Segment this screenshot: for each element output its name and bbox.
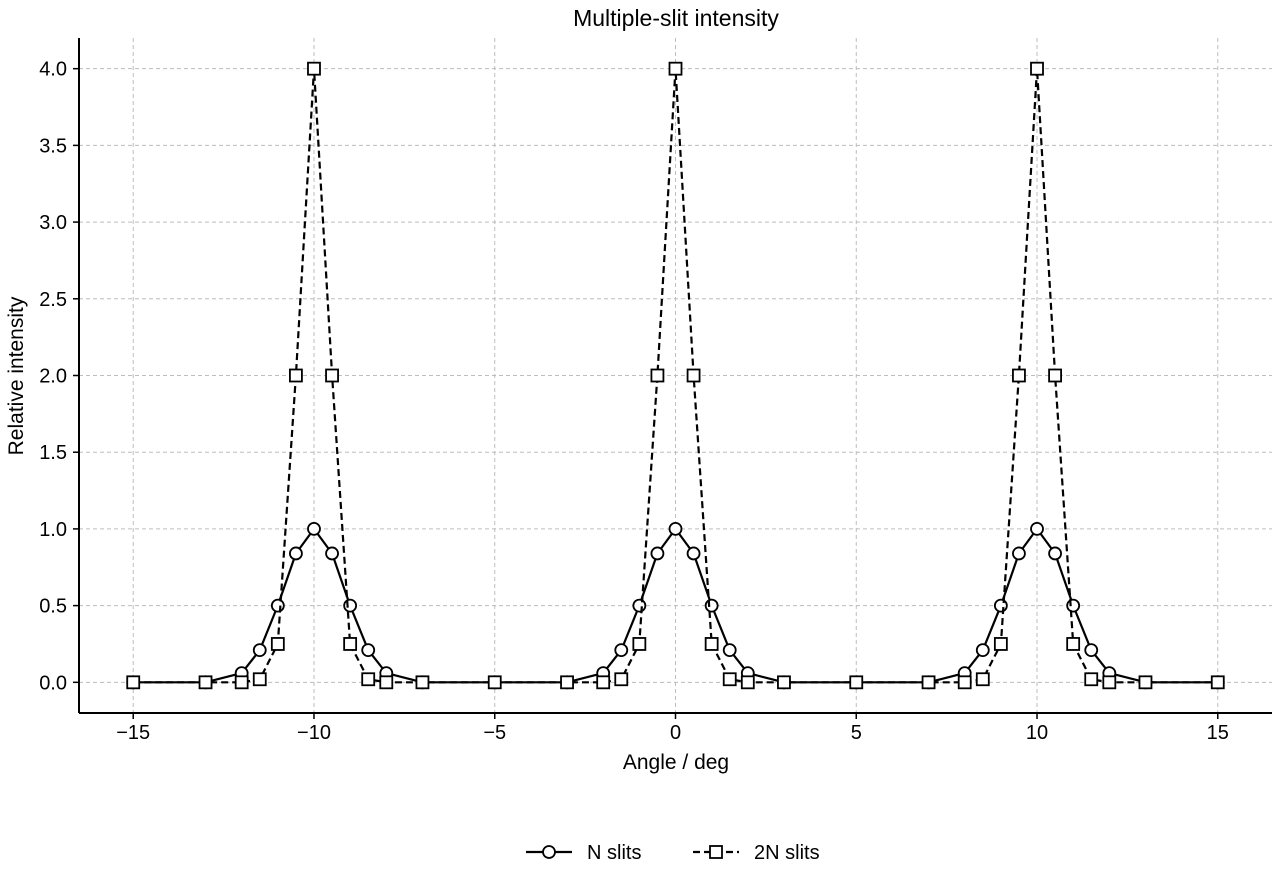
data-point-n-slits bbox=[704, 598, 719, 613]
x-tick-label: −5 bbox=[483, 722, 506, 744]
x-tick-label: 15 bbox=[1207, 722, 1229, 744]
legend-marker-n-slits bbox=[542, 845, 556, 859]
y-tick-label: 0.0 bbox=[39, 672, 67, 694]
x-axis-label: Angle / deg bbox=[623, 751, 729, 774]
data-point-2n-slits bbox=[993, 637, 1008, 651]
data-point-2n-slits bbox=[234, 675, 249, 690]
data-point-2n-slits bbox=[975, 672, 990, 687]
data-point-2n-slits bbox=[614, 672, 629, 687]
data-point-2n-slits bbox=[1102, 675, 1117, 690]
data-point-2n-slits bbox=[596, 675, 611, 690]
data-point-2n-slits bbox=[379, 675, 394, 690]
data-point-2n-slits bbox=[650, 368, 665, 383]
y-tick-label: 3.0 bbox=[39, 212, 67, 234]
data-point-2n-slits bbox=[289, 368, 303, 383]
data-point-n-slits bbox=[1030, 522, 1044, 536]
data-point-2n-slits bbox=[704, 637, 719, 651]
data-point-2n-slits bbox=[1048, 368, 1062, 383]
data-point-n-slits bbox=[1066, 598, 1081, 613]
data-point-n-slits bbox=[289, 546, 303, 561]
data-point-2n-slits bbox=[252, 672, 267, 687]
data-point-2n-slits bbox=[921, 675, 936, 690]
y-tick-label: 4.0 bbox=[39, 59, 67, 81]
legend-label-2n-slits: 2N slits bbox=[754, 842, 820, 864]
data-point-n-slits bbox=[1084, 643, 1099, 658]
data-point-2n-slits bbox=[777, 675, 791, 690]
y-tick-label: 0.5 bbox=[39, 596, 67, 618]
series-2n-slits bbox=[126, 61, 1225, 690]
data-point-2n-slits bbox=[668, 61, 683, 76]
y-tick-label: 1.0 bbox=[39, 519, 67, 541]
data-point-2n-slits bbox=[126, 675, 141, 690]
legend-marker-2n-slits bbox=[709, 845, 723, 859]
legend-label-n-slits: N slits bbox=[587, 842, 641, 864]
chart-title: Multiple-slit intensity bbox=[573, 5, 779, 31]
y-tick-label: 3.5 bbox=[39, 135, 67, 157]
data-point-2n-slits bbox=[270, 637, 285, 651]
data-point-2n-slits bbox=[343, 637, 358, 651]
data-point-2n-slits bbox=[325, 368, 339, 383]
data-point-2n-slits bbox=[361, 672, 376, 687]
data-point-n-slits bbox=[343, 598, 358, 613]
data-point-2n-slits bbox=[1084, 672, 1099, 687]
data-point-n-slits bbox=[325, 546, 339, 561]
data-point-n-slits bbox=[252, 643, 267, 658]
y-axis-label: Relative intensity bbox=[5, 296, 28, 455]
y-tick-label: 2.0 bbox=[39, 366, 67, 388]
data-point-n-slits bbox=[1048, 546, 1062, 561]
data-point-2n-slits bbox=[307, 61, 321, 76]
data-point-2n-slits bbox=[415, 675, 430, 690]
data-point-2n-slits bbox=[686, 368, 701, 383]
y-tick-label: 1.5 bbox=[39, 442, 67, 464]
x-tick-label: 0 bbox=[670, 722, 681, 744]
data-point-2n-slits bbox=[1210, 675, 1225, 690]
y-tick-label: 2.5 bbox=[39, 289, 67, 311]
legend: N slits 2N slits bbox=[526, 842, 820, 864]
data-point-n-slits bbox=[270, 598, 285, 613]
data-point-n-slits bbox=[722, 643, 737, 658]
series-layer bbox=[126, 61, 1225, 690]
data-point-n-slits bbox=[307, 522, 321, 536]
data-point-2n-slits bbox=[957, 675, 972, 690]
data-point-2n-slits bbox=[560, 675, 574, 690]
data-point-n-slits bbox=[993, 598, 1008, 613]
x-tick-label: 5 bbox=[851, 722, 862, 744]
data-point-n-slits bbox=[632, 598, 647, 613]
data-point-2n-slits bbox=[1012, 368, 1026, 383]
data-point-n-slits bbox=[1012, 546, 1026, 561]
data-point-2n-slits bbox=[849, 675, 864, 690]
data-point-n-slits bbox=[975, 643, 990, 658]
data-point-n-slits bbox=[614, 643, 629, 658]
data-point-2n-slits bbox=[722, 672, 737, 687]
data-point-2n-slits bbox=[487, 675, 502, 690]
data-point-2n-slits bbox=[740, 675, 755, 690]
data-point-2n-slits bbox=[632, 637, 647, 651]
data-point-n-slits bbox=[686, 546, 701, 561]
data-point-2n-slits bbox=[198, 675, 213, 690]
x-tick-label: 10 bbox=[1026, 722, 1048, 744]
data-point-2n-slits bbox=[1066, 637, 1081, 651]
ticks-layer: −15 −10 −5 0 5 10 15 0.0 0.5 1.0 1.5 2.0 2.5 3.0 3.5 4.… bbox=[39, 59, 1229, 744]
data-point-2n-slits bbox=[1138, 675, 1153, 690]
data-point-n-slits bbox=[361, 643, 376, 658]
data-point-2n-slits bbox=[1030, 61, 1044, 76]
data-point-n-slits bbox=[668, 522, 683, 536]
grid-layer bbox=[79, 38, 1272, 713]
x-tick-label: −10 bbox=[297, 722, 331, 744]
x-tick-label: −15 bbox=[116, 722, 150, 744]
data-point-n-slits bbox=[650, 546, 665, 561]
